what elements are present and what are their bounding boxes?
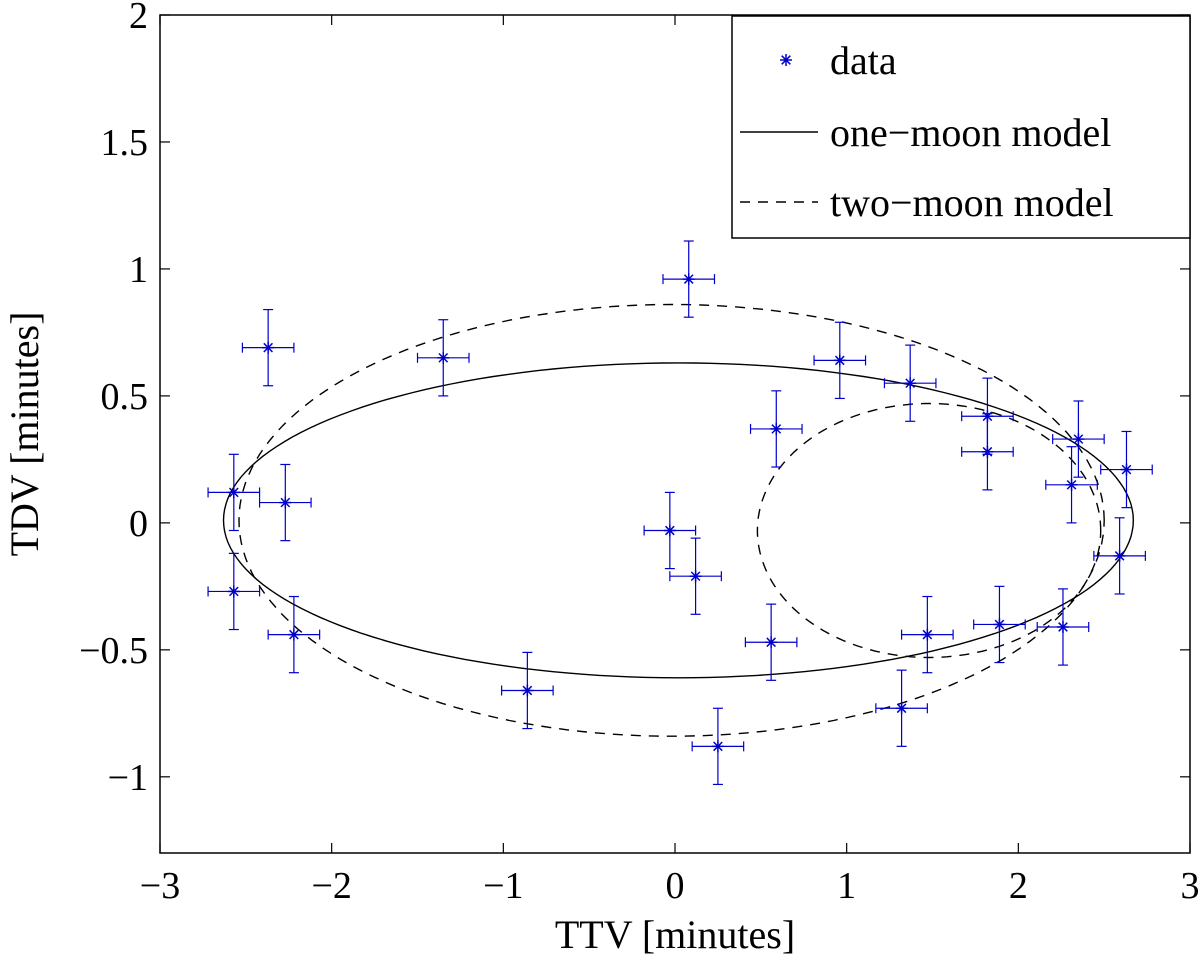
legend-label-data: data xyxy=(830,38,897,83)
data-point xyxy=(669,537,722,615)
data-point xyxy=(883,344,937,422)
x-tick-label: 1 xyxy=(837,865,856,907)
data-point-marker xyxy=(227,585,240,598)
legend-item-one-moon: one−moon model xyxy=(740,110,1111,155)
data-point-marker xyxy=(437,351,450,364)
data-point xyxy=(744,603,798,681)
data-point-marker xyxy=(1113,549,1126,562)
x-tick-label: −1 xyxy=(483,865,523,907)
y-tick-label: 1.5 xyxy=(101,122,149,164)
y-tick-label: 0.5 xyxy=(101,376,149,418)
y-tick-label: 0 xyxy=(129,503,148,545)
data-point-marker xyxy=(262,341,275,354)
data-point xyxy=(258,463,312,542)
data-point xyxy=(749,390,803,468)
data-point-marker xyxy=(663,524,676,537)
x-tick-label: 2 xyxy=(1009,865,1028,907)
x-tick-label: 0 xyxy=(666,865,685,907)
data-point-marker xyxy=(993,618,1006,631)
data-point xyxy=(416,319,470,397)
data-point-marker xyxy=(904,377,917,390)
legend-item-data: data xyxy=(780,38,897,83)
y-tick-label: −0.5 xyxy=(79,630,148,672)
data-point-marker xyxy=(765,636,778,649)
data-point-marker xyxy=(895,702,908,715)
y-tick-label: 1 xyxy=(129,249,148,291)
data-point-marker xyxy=(227,486,240,499)
data-points xyxy=(207,240,1153,786)
data-point xyxy=(207,453,261,532)
data-point-marker xyxy=(981,445,994,458)
data-point xyxy=(643,491,697,570)
data-point xyxy=(900,595,954,674)
data-point xyxy=(691,707,745,786)
data-point xyxy=(1052,400,1105,478)
data-point-marker xyxy=(770,422,783,435)
plot-frame xyxy=(159,14,1191,854)
y-tick-label: 2 xyxy=(129,0,148,37)
legend-label-one-moon: one−moon model xyxy=(830,110,1111,155)
ticks: −3 −2 −1 0 1 2 3 −1 −0.5 0 0.5 1 1.5 2 xyxy=(79,0,1199,907)
data-point xyxy=(961,413,1014,491)
data-point-marker xyxy=(689,570,702,583)
data-point xyxy=(875,669,928,747)
data-point-marker xyxy=(1065,478,1078,491)
data-point xyxy=(1100,430,1153,509)
model-curves xyxy=(222,303,1135,737)
two-moon-model-curve-1 xyxy=(238,303,1105,737)
legend-box xyxy=(731,15,1191,239)
data-point-marker xyxy=(711,740,724,753)
data-point xyxy=(241,308,295,387)
data-point xyxy=(501,651,554,730)
x-tick-label: 3 xyxy=(1181,865,1200,907)
data-point xyxy=(207,552,261,631)
data-point-marker xyxy=(833,354,846,367)
x-axis-title: TTV [minutes] xyxy=(555,912,795,957)
data-point xyxy=(267,595,321,674)
legend-label-two-moon: two−moon model xyxy=(830,180,1114,225)
data-point xyxy=(973,585,1026,664)
data-point-marker xyxy=(287,628,300,641)
legend-asterisk-marker xyxy=(780,54,792,66)
data-point xyxy=(1045,446,1098,524)
data-point xyxy=(813,321,867,400)
two-moon-model-curve-2 xyxy=(756,402,1102,659)
data-point-marker xyxy=(521,684,534,697)
legend-item-two-moon: two−moon model xyxy=(740,180,1114,225)
data-point xyxy=(1093,517,1146,595)
legend-asterisk-glyph xyxy=(780,54,792,66)
data-point-marker xyxy=(1072,433,1085,446)
data-point-marker xyxy=(682,273,695,286)
data-point-marker xyxy=(1056,620,1069,633)
y-axis-title: TDV [minutes] xyxy=(2,312,47,557)
y-tick-label: −1 xyxy=(108,757,148,799)
data-point-marker xyxy=(1120,463,1133,476)
x-tick-label: −2 xyxy=(311,865,351,907)
data-point xyxy=(1036,588,1090,666)
data-point xyxy=(662,240,716,318)
legend: data one−moon model two−moon model xyxy=(731,15,1191,239)
x-tick-label: −3 xyxy=(140,865,180,907)
data-point-marker xyxy=(921,628,934,641)
data-point-marker xyxy=(279,496,292,509)
